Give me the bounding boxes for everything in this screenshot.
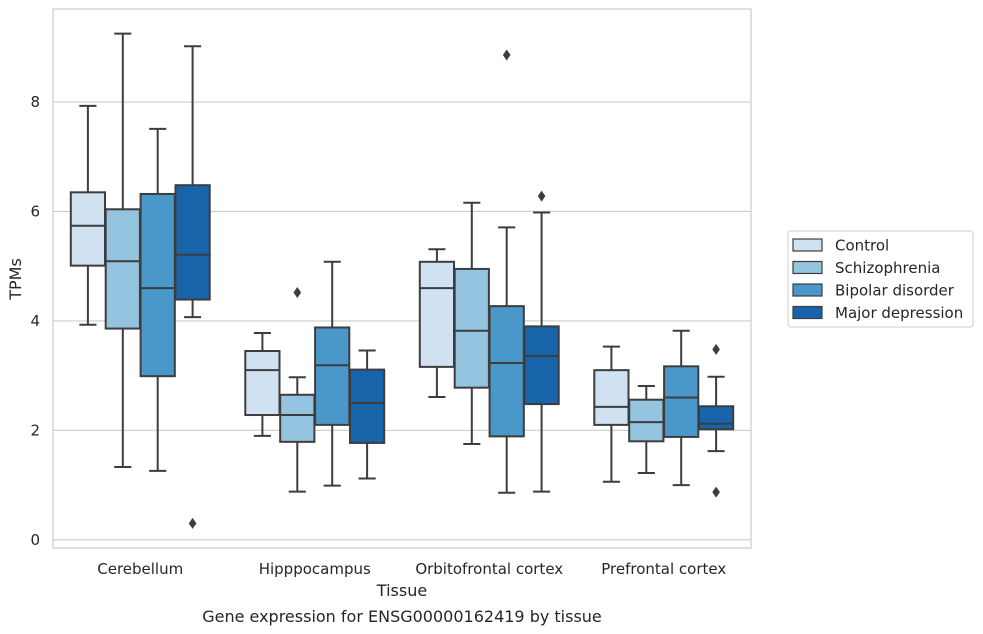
x-tick-label: Cerebellum	[97, 560, 183, 578]
legend-label: Bipolar disorder	[835, 282, 955, 300]
box-plot	[418, 248, 456, 398]
box-iqr	[244, 350, 281, 417]
y-tick-label: 6	[30, 202, 40, 220]
box-iqr	[697, 405, 735, 431]
legend-label: Major depression	[835, 304, 963, 322]
box-iqr	[174, 184, 211, 301]
outlier-point	[537, 190, 546, 202]
box-plot	[139, 127, 176, 472]
box-iqr	[453, 267, 490, 389]
box-plot	[69, 104, 107, 326]
x-tick-label: Orbitofrontal cortex	[415, 560, 563, 578]
y-tick-label: 2	[30, 421, 40, 439]
outlier-point	[293, 286, 302, 298]
box-plot	[174, 45, 211, 529]
box-plot	[488, 49, 525, 494]
series-bipolar-disorder	[139, 49, 700, 494]
box-plot	[697, 343, 735, 498]
plot-area-frame	[52, 8, 752, 549]
outlier-point	[502, 49, 511, 61]
legend-swatch	[792, 305, 823, 320]
legend-frame	[787, 230, 974, 328]
legend-items: Control Schizophrenia Bipolar disorder Majo…	[792, 237, 963, 322]
series-schizophrenia	[104, 32, 665, 493]
chart-caption: Gene expression for ENSG00000162419 by t…	[202, 607, 602, 626]
y-tick-label: 0	[30, 531, 40, 549]
box-plot	[314, 260, 351, 487]
series-major-depression	[174, 45, 735, 529]
box-iqr	[314, 326, 351, 426]
box-plot	[663, 329, 700, 487]
legend: Control Schizophrenia Bipolar disorder Majo…	[787, 230, 974, 328]
outlier-point	[712, 486, 720, 498]
y-axis-label: TPMs	[6, 258, 25, 301]
box-plot	[593, 345, 630, 483]
box-iqr	[593, 369, 630, 426]
box-iqr	[348, 368, 386, 444]
box-iqr	[418, 260, 456, 368]
box-plot	[348, 349, 386, 480]
box-plot	[104, 32, 141, 469]
box-groups	[69, 32, 735, 529]
x-tick-label: Prefrontal cortex	[601, 560, 726, 578]
x-tick-label: Hipppocampus	[259, 560, 371, 578]
box-iqr	[523, 325, 560, 406]
box-iqr	[663, 365, 700, 438]
box-iqr	[488, 305, 525, 438]
legend-swatch	[792, 283, 823, 297]
legend-label: Schizophrenia	[835, 259, 940, 277]
box-iqr	[628, 398, 665, 443]
outlier-point	[712, 343, 720, 355]
box-plot	[628, 385, 665, 475]
box-iqr	[69, 191, 107, 267]
x-axis-label: Tissue	[376, 581, 427, 600]
box-iqr	[104, 208, 141, 330]
x-axis-ticks: Cerebellum Hipppocampus Orbitofrontal cort…	[97, 560, 726, 578]
y-axis-ticks: 0 2 4 6 8	[30, 93, 40, 549]
box-plot	[453, 201, 490, 446]
box-iqr	[139, 192, 176, 378]
box-iqr	[279, 393, 316, 443]
y-tick-label: 8	[30, 93, 40, 111]
legend-swatch	[792, 238, 823, 252]
legend-swatch	[792, 260, 823, 275]
box-plot	[244, 331, 281, 437]
y-tick-label: 4	[30, 312, 40, 330]
outlier-point	[188, 517, 197, 529]
box-plot	[279, 286, 316, 493]
legend-label: Control	[835, 237, 889, 255]
box-plot	[523, 190, 560, 493]
